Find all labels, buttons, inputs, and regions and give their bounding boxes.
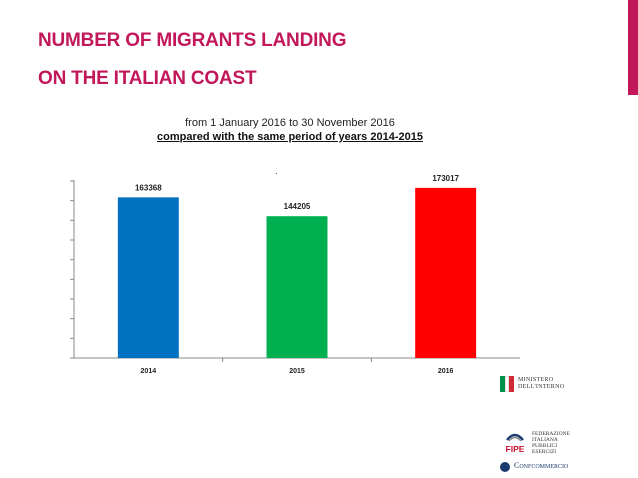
fipe-mark-icon: FIPE: [506, 433, 525, 454]
fipe-wordmark: FIPE: [506, 444, 525, 454]
flag-red-stripe: [509, 376, 515, 392]
italian-flag-icon: [500, 376, 515, 392]
data-label: 163368: [135, 183, 162, 192]
confcommercio-emblem-icon: [500, 462, 510, 472]
confcommercio-logo: Confcommercio: [500, 461, 610, 475]
confcommercio-name: Confcommercio: [514, 461, 569, 470]
slide-title: NUMBER OF MIGRANTS LANDING ON THE ITALIA…: [38, 22, 578, 98]
data-label: 173017: [432, 174, 459, 183]
bar: [415, 187, 477, 358]
chart-subtitle-2: compared with the same period of years 2…: [157, 131, 423, 143]
bar: [117, 197, 179, 358]
flag-green-stripe: [500, 376, 505, 392]
ministero-logo: MINISTERO DELL'INTERNO: [500, 374, 600, 398]
fipe-line-2: ITALIANA: [532, 437, 558, 443]
title-line-1: NUMBER OF MIGRANTS LANDING: [38, 30, 347, 51]
fipe-line-4: ESERCIZI: [532, 449, 557, 455]
data-label: 144205: [284, 202, 311, 211]
flag-white-stripe: [504, 376, 510, 392]
title-line-2: ON THE ITALIAN COAST: [38, 68, 257, 89]
fipe-logo: FIPE FEDERAZIONE ITALIANA PUBBLICI ESERC…: [500, 428, 610, 458]
ministero-line-2: DELL'INTERNO: [518, 384, 565, 390]
fipe-text: FEDERAZIONE ITALIANA PUBBLICI ESERCIZI: [532, 431, 570, 455]
fipe-line-3: PUBBLICI: [532, 443, 558, 449]
x-tick-label: 2016: [438, 368, 454, 375]
ministero-text: MINISTERO DELL'INTERNO: [518, 377, 564, 391]
accent-bar: [628, 0, 638, 95]
x-tick-label: 2015: [289, 368, 305, 375]
bar: [266, 216, 328, 358]
fipe-line-1: FEDERAZIONE: [532, 431, 570, 437]
chart-annotation: .: [275, 166, 278, 177]
ministero-line-1: MINISTERO: [518, 377, 554, 383]
chart-subtitle-1: from 1 January 2016 to 30 November 2016: [185, 117, 395, 129]
x-tick-label: 2014: [141, 368, 157, 375]
